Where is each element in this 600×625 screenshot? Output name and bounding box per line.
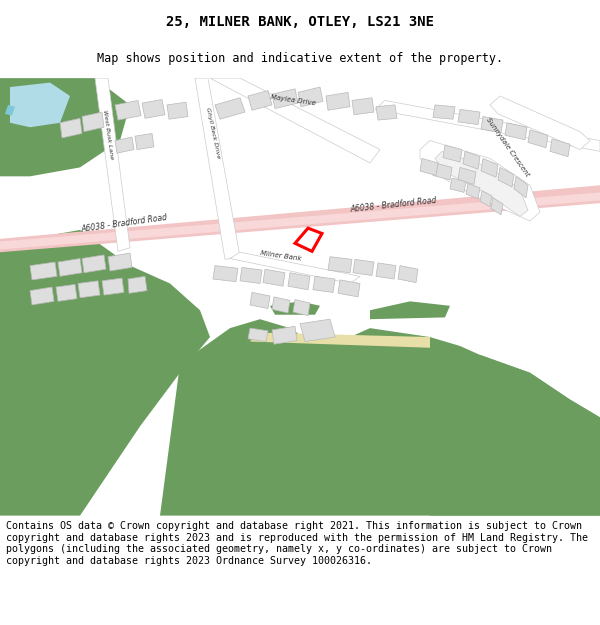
Polygon shape [420,159,438,176]
Polygon shape [498,168,514,187]
Polygon shape [463,151,480,169]
Polygon shape [443,145,462,162]
Polygon shape [272,89,298,109]
Polygon shape [135,134,154,149]
Polygon shape [458,168,476,184]
Polygon shape [313,276,335,292]
Polygon shape [505,122,527,140]
Text: A6038 - Bradford Road: A6038 - Bradford Road [80,213,167,234]
Polygon shape [0,192,600,249]
Polygon shape [326,92,350,110]
Polygon shape [240,268,262,284]
Polygon shape [82,112,104,132]
Polygon shape [102,278,124,295]
Text: Contains OS data © Crown copyright and database right 2021. This information is : Contains OS data © Crown copyright and d… [6,521,588,566]
Polygon shape [30,287,54,305]
Polygon shape [195,78,240,259]
Polygon shape [250,332,430,348]
Polygon shape [376,263,396,279]
Polygon shape [5,105,15,116]
Polygon shape [56,284,77,301]
Polygon shape [375,101,600,151]
Polygon shape [288,272,310,290]
Polygon shape [210,78,380,163]
Text: A6038 - Bradford Road: A6038 - Bradford Road [350,196,437,214]
Polygon shape [376,105,397,120]
Polygon shape [450,178,466,192]
Polygon shape [528,130,548,148]
Polygon shape [263,269,285,286]
Text: Sunnydale Crescent: Sunnydale Crescent [485,116,530,178]
Polygon shape [480,191,492,207]
Polygon shape [353,259,374,276]
Polygon shape [128,276,147,293]
Polygon shape [481,159,498,177]
Polygon shape [58,259,82,276]
Text: Milner Bank: Milner Bank [260,251,302,262]
Polygon shape [230,253,360,284]
Polygon shape [293,299,310,316]
Polygon shape [466,184,480,199]
Polygon shape [398,266,418,282]
Polygon shape [328,257,352,272]
Polygon shape [160,319,600,516]
Polygon shape [248,91,272,110]
Text: Maylea Drive: Maylea Drive [270,94,316,106]
Polygon shape [370,301,450,319]
Text: Map shows position and indicative extent of the property.: Map shows position and indicative extent… [97,52,503,65]
Polygon shape [108,253,132,271]
Polygon shape [250,292,270,309]
Polygon shape [30,262,57,280]
Polygon shape [458,109,480,124]
Polygon shape [550,139,570,157]
Polygon shape [248,328,268,341]
Polygon shape [491,198,503,215]
Polygon shape [215,98,245,119]
Polygon shape [95,78,130,251]
Polygon shape [272,326,297,344]
Polygon shape [338,280,360,297]
Polygon shape [514,176,528,198]
Polygon shape [10,82,70,127]
Polygon shape [60,118,82,138]
Polygon shape [352,98,374,115]
Polygon shape [435,151,528,216]
Polygon shape [300,319,335,341]
Polygon shape [433,105,455,119]
Polygon shape [433,163,452,180]
Polygon shape [272,297,290,313]
Polygon shape [420,141,540,221]
Text: West Busk Lane: West Busk Lane [102,109,114,159]
Polygon shape [167,102,188,119]
Polygon shape [490,96,590,149]
Text: Ghyll Beck Drive: Ghyll Beck Drive [205,107,221,159]
Text: 25, MILNER BANK, OTLEY, LS21 3NE: 25, MILNER BANK, OTLEY, LS21 3NE [166,15,434,29]
Polygon shape [82,255,106,272]
Polygon shape [270,301,320,315]
Polygon shape [430,355,600,516]
Polygon shape [0,78,130,176]
Polygon shape [0,185,600,253]
Polygon shape [115,137,134,153]
Polygon shape [142,99,165,118]
Polygon shape [481,116,503,132]
Polygon shape [115,101,141,120]
Polygon shape [213,266,238,282]
Polygon shape [78,281,100,298]
Polygon shape [0,230,210,516]
Polygon shape [298,87,323,107]
